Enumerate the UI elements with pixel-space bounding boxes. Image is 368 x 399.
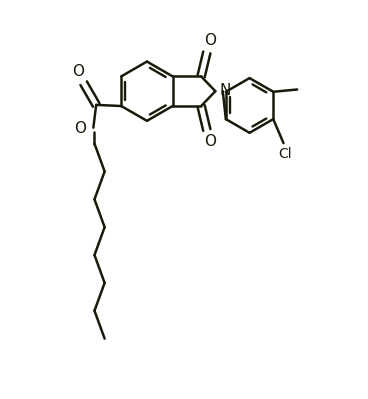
Text: O: O bbox=[204, 34, 216, 48]
Text: Cl: Cl bbox=[278, 147, 291, 161]
Text: O: O bbox=[204, 134, 216, 149]
Text: O: O bbox=[74, 121, 86, 136]
Text: O: O bbox=[72, 64, 84, 79]
Text: N: N bbox=[219, 83, 231, 98]
